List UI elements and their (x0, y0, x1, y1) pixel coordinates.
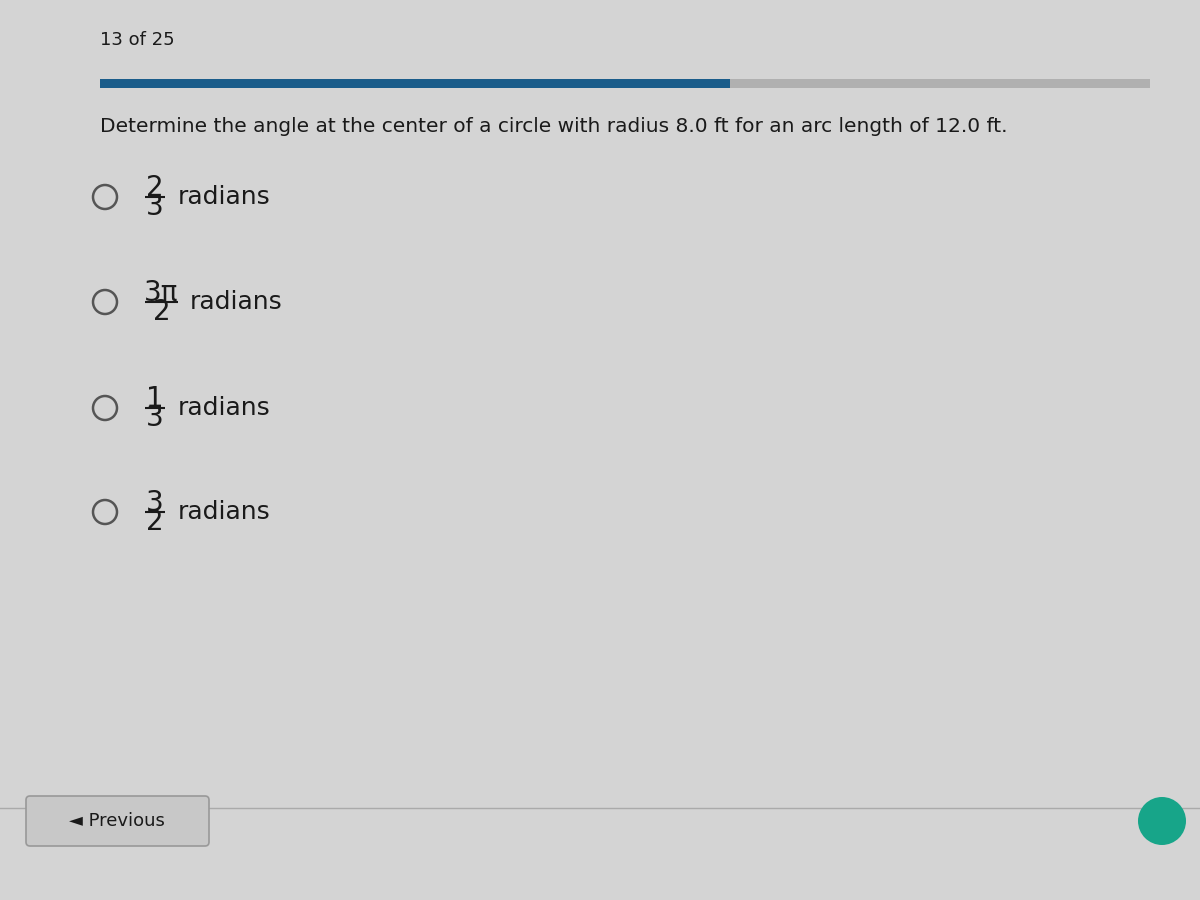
FancyBboxPatch shape (26, 796, 209, 846)
Text: ◄ Previous: ◄ Previous (70, 812, 164, 830)
Text: 3: 3 (146, 489, 164, 517)
Text: radians: radians (190, 290, 282, 314)
Bar (100, 79, 730, 88)
Text: 2: 2 (152, 298, 170, 326)
Text: 2: 2 (146, 174, 164, 202)
Text: 3: 3 (146, 404, 164, 432)
Text: 2: 2 (146, 508, 164, 536)
Text: radians: radians (178, 396, 270, 420)
Text: radians: radians (178, 185, 270, 209)
Text: radians: radians (178, 500, 270, 524)
Bar (730, 79, 1150, 88)
Text: Determine the angle at the center of a circle with radius 8.0 ft for an arc leng: Determine the angle at the center of a c… (100, 118, 1008, 137)
Text: 1: 1 (146, 384, 164, 412)
Circle shape (1138, 797, 1186, 845)
Text: 3π: 3π (144, 279, 179, 307)
Text: 3: 3 (146, 194, 164, 221)
Text: 13 of 25: 13 of 25 (100, 31, 175, 49)
